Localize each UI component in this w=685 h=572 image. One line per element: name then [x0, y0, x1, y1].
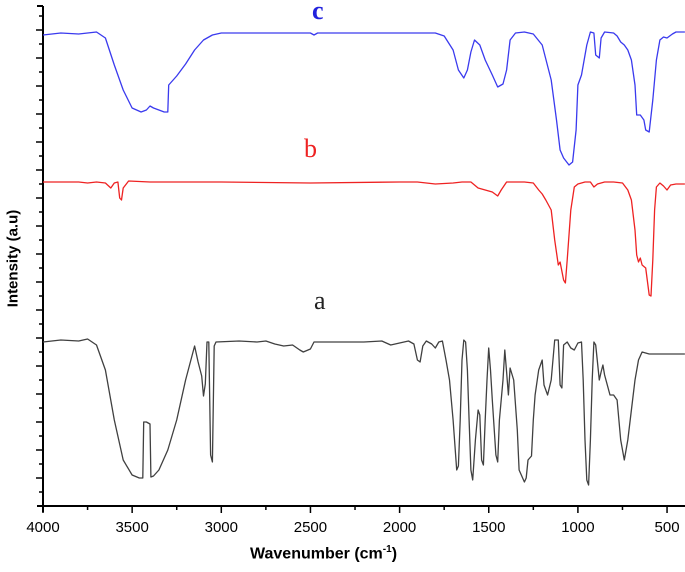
- axes: [36, 5, 685, 512]
- x-tick-label: 3000: [205, 519, 238, 536]
- x-axis-label-sup: -1: [382, 544, 392, 555]
- x-tick-label: 2000: [383, 519, 416, 536]
- spectrum-curve-a: [42, 338, 685, 486]
- curve-label-a: a: [314, 286, 326, 315]
- x-axis-ticks: 4000 3500 3000 2500 2000 1500 1000 500: [26, 506, 680, 536]
- curve-label-b: b: [304, 134, 317, 163]
- x-axis-label-close: ): [391, 545, 398, 563]
- x-tick-label: 1000: [561, 519, 594, 536]
- spectrum-curve-c: [42, 31, 685, 166]
- y-axis-label: Intensity (a.u): [4, 209, 22, 308]
- x-tick-label: 4000: [26, 519, 59, 536]
- spectra-curves: [42, 31, 685, 486]
- x-tick-label: 3500: [115, 519, 148, 536]
- curve-label-c: c: [312, 0, 324, 25]
- spectrum-curve-b: [43, 180, 685, 297]
- x-axis-label: Wavenumber (cm-1): [250, 544, 397, 563]
- x-tick-label: 2500: [294, 519, 327, 536]
- x-tick-label: 500: [655, 519, 680, 536]
- x-axis-label-main: Wavenumber (cm: [250, 545, 383, 563]
- x-tick-label: 1500: [472, 519, 505, 536]
